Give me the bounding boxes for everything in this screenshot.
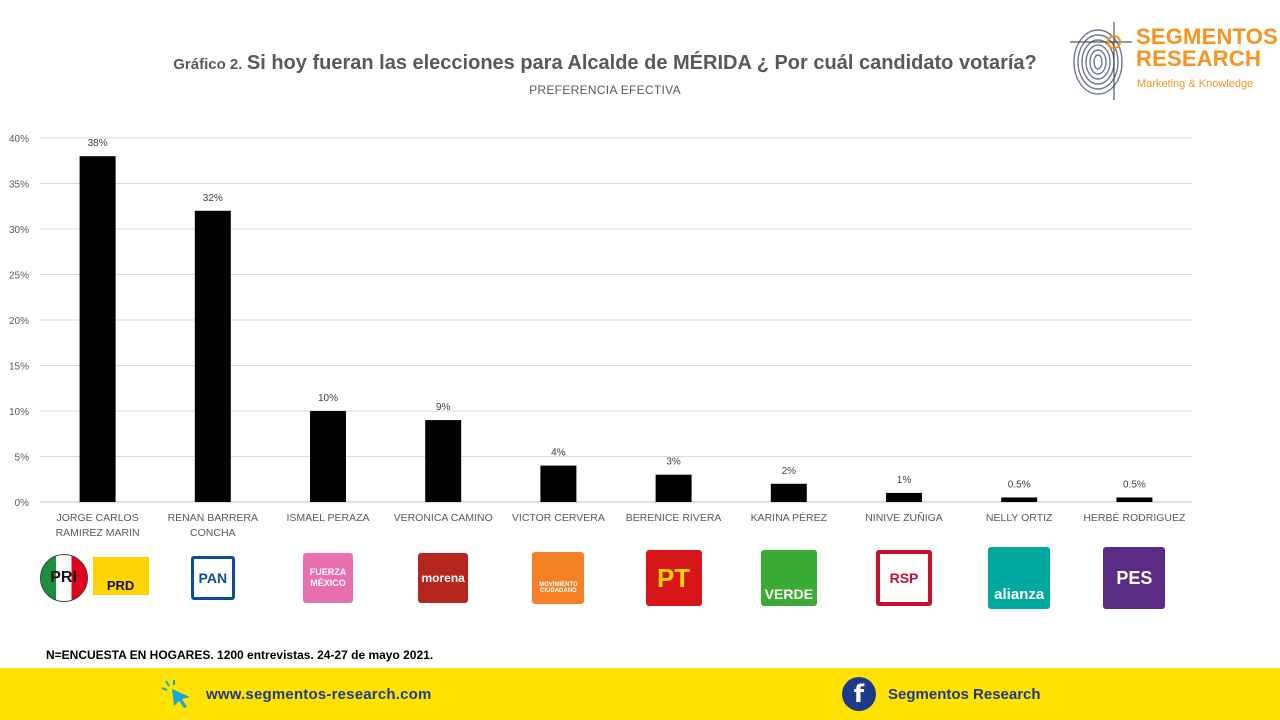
- pes-logo: PES: [1103, 547, 1166, 609]
- y-tick-label: 20%: [9, 316, 29, 327]
- pt-logo: PT: [645, 550, 702, 606]
- data-label: 0.5%: [1008, 479, 1031, 490]
- y-tick-label: 40%: [9, 134, 29, 145]
- facebook-icon: f: [842, 677, 876, 711]
- chart-subtitle: PREFERENCIA EFECTIVA: [529, 83, 681, 97]
- y-tick-label: 25%: [9, 271, 29, 282]
- footer-website[interactable]: www.segmentos-research.com: [160, 676, 432, 712]
- fuerza-mexico-logo: FUERZA MÉXICO: [303, 553, 353, 603]
- bar: [310, 411, 346, 502]
- y-tick-label: 10%: [9, 407, 29, 418]
- x-tick-label: RENAN BARRERA: [168, 512, 258, 524]
- logo-tagline: Marketing & Knowledge: [1137, 78, 1254, 90]
- logo-name-line2: RESEARCH: [1136, 46, 1262, 71]
- y-tick-label: 30%: [9, 225, 29, 236]
- bar: [1001, 497, 1038, 502]
- prd-logo: PRD: [92, 557, 149, 595]
- x-tick-label: VERONICA CAMINO: [394, 512, 493, 524]
- bar-chart: 0% 5% 10% 15% 20% 25% 30% 35% 40% 38% JORGE CARLOS…: [9, 134, 1192, 539]
- pri-logo: PRI: [39, 554, 88, 602]
- footer-facebook[interactable]: f Segmentos Research: [842, 676, 1041, 712]
- data-label: 32%: [203, 193, 223, 204]
- cursor-click-icon: [161, 680, 190, 708]
- chart-title-main: Si hoy fueran las elecciones para Alcald…: [246, 52, 1037, 74]
- pan-logo: PAN: [190, 556, 235, 600]
- fingerprint-icon: [1070, 22, 1132, 100]
- morena-logo: morena: [418, 553, 469, 603]
- rsp-logo: RSP: [876, 550, 932, 606]
- x-tick-label: HERBÉ RODRIGUEZ: [1083, 511, 1186, 524]
- verde-logo: VERDE: [760, 550, 817, 606]
- movimiento-ciudadano-logo: MOVIMIENTO CIUDADANO: [532, 552, 585, 604]
- logo-name: SEGMENTOS RESEARCH: [1136, 26, 1278, 70]
- x-tick-label: VICTOR CERVERA: [512, 512, 605, 524]
- nueva-alianza-logo: alianza: [988, 547, 1051, 609]
- data-label: 0.5%: [1123, 479, 1146, 490]
- chart-title: Gráfico 2. Si hoy fueran las elecciones …: [0, 52, 1210, 75]
- x-tick-label: JORGE CARLOS: [56, 512, 138, 524]
- y-tick-label: 35%: [9, 180, 29, 191]
- data-label: 38%: [88, 138, 108, 149]
- x-tick-label: BERENICE RIVERA: [626, 512, 722, 524]
- data-label: 4%: [551, 448, 566, 459]
- data-label: 1%: [897, 475, 912, 486]
- y-tick-label: 15%: [9, 362, 29, 373]
- data-label: 2%: [782, 466, 797, 477]
- y-tick-label: 0%: [15, 498, 30, 509]
- sample-note: N=ENCUESTA EN HOGARES. 1200 entrevistas.…: [46, 648, 434, 662]
- chart-title-prefix: Gráfico 2.: [173, 56, 243, 73]
- x-tick-label: NINIVE ZUÑIGA: [865, 511, 943, 524]
- x-tick-label: RAMIREZ MARIN: [56, 527, 140, 539]
- x-tick-label: ISMAEL PERAZA: [286, 512, 369, 524]
- bar: [1116, 497, 1153, 502]
- bar: [540, 465, 577, 502]
- x-tick-label: NELLY ORTIZ: [986, 512, 1053, 524]
- data-label: 9%: [436, 402, 451, 413]
- segmentos-research-logo: SEGMENTOS RESEARCH Marketing & Knowledge: [1062, 12, 1278, 108]
- y-tick-label: 5%: [15, 453, 30, 464]
- bar: [425, 420, 462, 502]
- bar: [886, 492, 922, 502]
- website-link[interactable]: www.segmentos-research.com: [206, 685, 432, 703]
- bar: [79, 156, 116, 502]
- logo-name-line1: SEGMENTOS: [1136, 24, 1278, 49]
- data-label: 3%: [666, 457, 681, 468]
- bar: [655, 474, 692, 502]
- data-label: 10%: [318, 393, 338, 404]
- facebook-page-link[interactable]: Segmentos Research: [888, 685, 1041, 703]
- x-tick-label: CONCHA: [190, 527, 236, 539]
- footer-bar: [0, 668, 1280, 720]
- bar: [770, 483, 807, 502]
- x-tick-label: KARINA PÉREZ: [751, 511, 828, 524]
- bar: [194, 210, 231, 503]
